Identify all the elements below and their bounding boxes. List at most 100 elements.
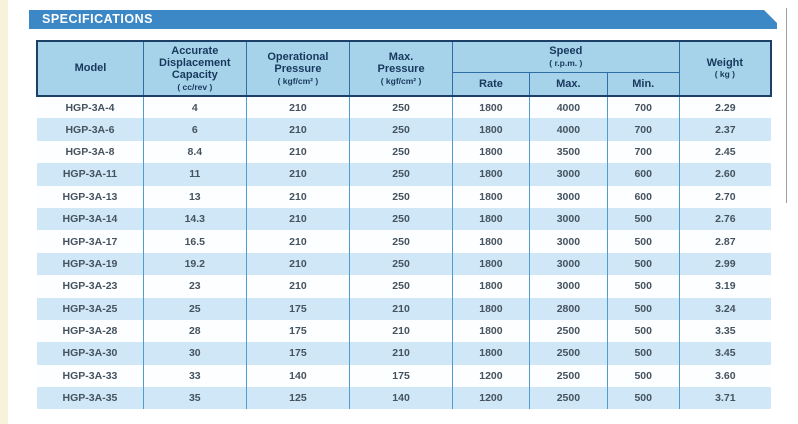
cell-speed-min: 500 [606, 230, 680, 253]
cell-speed-rate: 1800 [451, 275, 530, 298]
table-row: HGP-3A-33 33 140 175 1200 2500 500 3.60 [37, 364, 771, 388]
cell-weight: 3.71 [678, 387, 771, 410]
cell-speed-max: 2500 [528, 387, 608, 410]
table-row: HGP-3A-25 25 175 210 1800 2800 500 3.24 [37, 297, 771, 320]
cell-speed-min: 500 [606, 387, 680, 410]
cell-speed-max: 4000 [528, 118, 608, 141]
table-row: HGP-3A-11 11 210 250 1800 3000 600 2.60 [37, 163, 771, 186]
cell-speed-max: 2500 [528, 364, 608, 388]
spec-table-header: Model Accurate Displacement Capacity ( c… [35, 40, 772, 97]
table-row: HGP-3A-28 28 175 210 1800 2500 500 3.35 [37, 319, 771, 343]
cell-speed-min: 500 [606, 275, 680, 298]
page-border-line [786, 8, 787, 203]
cell-operational-pressure: 210 [245, 207, 351, 231]
col-header-capacity: Accurate Displacement Capacity ( cc/rev … [142, 40, 247, 97]
cell-speed-min: 500 [606, 342, 680, 365]
cell-speed-rate: 1200 [451, 364, 530, 388]
table-row: HGP-3A-17 16.5 210 250 1800 3000 500 2.8… [37, 230, 771, 253]
cell-capacity: 23 [142, 275, 247, 298]
cell-model: HGP-3A-4 [37, 94, 144, 119]
cell-speed-max: 3000 [528, 230, 608, 253]
cell-max-pressure: 175 [349, 364, 453, 388]
table-row: HGP-3A-14 14.3 210 250 1800 3000 500 2.7… [37, 207, 771, 231]
cell-model: HGP-3A-17 [37, 230, 144, 253]
col-header-max-pressure-unit: ( kgf/cm² ) [380, 75, 422, 86]
cell-weight: 3.35 [678, 319, 771, 343]
cell-model: HGP-3A-23 [37, 275, 144, 298]
cell-speed-rate: 1800 [451, 185, 530, 208]
cell-operational-pressure: 125 [245, 387, 351, 410]
col-header-speed-unit: ( r.p.m. ) [549, 57, 583, 68]
cell-speed-max: 3000 [528, 185, 608, 208]
cell-capacity: 13 [142, 185, 247, 208]
cell-operational-pressure: 210 [245, 163, 351, 186]
table-row: HGP-3A-6 6 210 250 1800 4000 700 2.37 [37, 118, 771, 141]
cell-capacity: 19.2 [142, 252, 247, 276]
cell-speed-max: 3000 [528, 163, 608, 186]
table-row: HGP-3A-13 13 210 250 1800 3000 600 2.70 [37, 185, 771, 208]
cell-speed-max: 3000 [528, 207, 608, 231]
cell-max-pressure: 250 [349, 230, 453, 253]
cell-speed-rate: 1800 [451, 252, 530, 276]
cell-weight: 3.19 [678, 275, 771, 298]
cell-weight: 2.87 [678, 230, 771, 253]
cell-model: HGP-3A-13 [37, 185, 144, 208]
cell-max-pressure: 210 [349, 297, 453, 320]
page-edge-strip [0, 0, 8, 424]
cell-capacity: 30 [142, 342, 247, 365]
cell-operational-pressure: 210 [245, 118, 351, 141]
cell-speed-min: 500 [606, 319, 680, 343]
cell-max-pressure: 250 [349, 207, 453, 231]
cell-speed-rate: 1800 [451, 94, 530, 119]
col-header-capacity-unit: ( cc/rev ) [177, 81, 213, 92]
spec-table: Model Accurate Displacement Capacity ( c… [35, 40, 772, 410]
cell-weight: 3.60 [678, 364, 771, 388]
cell-speed-rate: 1800 [451, 207, 530, 231]
table-row: HGP-3A-30 30 175 210 1800 2500 500 3.45 [37, 342, 771, 365]
cell-model: HGP-3A-8 [37, 140, 144, 164]
cell-operational-pressure: 175 [245, 297, 351, 320]
cell-model: HGP-3A-35 [37, 387, 144, 410]
cell-speed-min: 500 [606, 297, 680, 320]
cell-speed-rate: 1800 [451, 319, 530, 343]
col-header-speed-max: Max. [528, 71, 608, 97]
col-header-max-pressure-label: Max. Pressure [377, 50, 425, 76]
section-title-bar: SPECIFICATIONS [29, 10, 777, 29]
cell-operational-pressure: 210 [245, 140, 351, 164]
cell-speed-min: 500 [606, 252, 680, 276]
cell-weight: 2.29 [678, 94, 771, 119]
cell-operational-pressure: 175 [245, 319, 351, 343]
cell-max-pressure: 250 [349, 118, 453, 141]
cell-model: HGP-3A-11 [37, 163, 144, 186]
cell-model: HGP-3A-14 [37, 207, 144, 231]
spec-table-body: HGP-3A-4 4 210 250 1800 4000 700 2.29 HG… [37, 94, 771, 410]
cell-operational-pressure: 210 [245, 94, 351, 119]
cell-speed-min: 600 [606, 163, 680, 186]
cell-capacity: 28 [142, 319, 247, 343]
col-header-speed-min: Min. [606, 71, 680, 97]
col-header-operational-pressure-label: Operational Pressure [267, 50, 329, 76]
cell-capacity: 16.5 [142, 230, 247, 253]
cell-speed-rate: 1200 [451, 387, 530, 410]
cell-speed-min: 600 [606, 185, 680, 208]
cell-capacity: 35 [142, 387, 247, 410]
cell-speed-rate: 1800 [451, 140, 530, 164]
cell-speed-max: 2800 [528, 297, 608, 320]
col-header-model-label: Model [74, 62, 107, 75]
cell-operational-pressure: 210 [245, 252, 351, 276]
cell-capacity: 6 [142, 118, 247, 141]
cell-capacity: 33 [142, 364, 247, 388]
cell-operational-pressure: 175 [245, 342, 351, 365]
cell-speed-min: 500 [606, 207, 680, 231]
cell-speed-rate: 1800 [451, 297, 530, 320]
section-title: SPECIFICATIONS [42, 12, 153, 26]
cell-max-pressure: 140 [349, 387, 453, 410]
cell-speed-max: 2500 [528, 342, 608, 365]
cell-max-pressure: 250 [349, 252, 453, 276]
table-row: HGP-3A-35 35 125 140 1200 2500 500 3.71 [37, 387, 771, 410]
cell-capacity: 25 [142, 297, 247, 320]
cell-speed-max: 3500 [528, 140, 608, 164]
table-row: HGP-3A-4 4 210 250 1800 4000 700 2.29 [37, 94, 771, 119]
cell-max-pressure: 250 [349, 275, 453, 298]
cell-max-pressure: 250 [349, 185, 453, 208]
